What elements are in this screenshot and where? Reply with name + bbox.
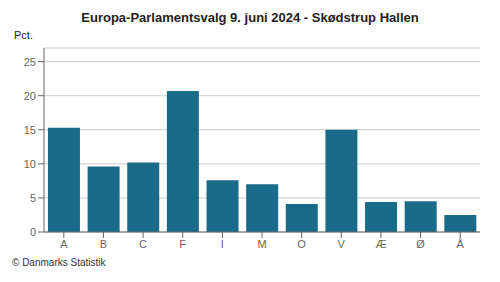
svg-text:0: 0	[30, 226, 36, 238]
svg-text:Ø: Ø	[416, 238, 425, 250]
svg-text:5: 5	[30, 192, 36, 204]
svg-text:Å: Å	[457, 238, 465, 250]
svg-text:C: C	[139, 238, 147, 250]
svg-text:B: B	[100, 238, 107, 250]
svg-text:A: A	[60, 238, 68, 250]
svg-text:I: I	[221, 238, 224, 250]
html-text:Pct.: Pct.	[14, 29, 33, 41]
svg-text:M: M	[257, 238, 266, 250]
html-text:Europa-Parlamentsvalg 9. juni: Europa-Parlamentsvalg 9. juni 2024 - Skø…	[81, 10, 419, 25]
html-text:© Danmarks Statistik: © Danmarks Statistik	[12, 257, 106, 268]
svg-text:25: 25	[24, 56, 36, 68]
svg-text:10: 10	[24, 158, 36, 170]
svg-text:15: 15	[24, 124, 36, 136]
svg-text:O: O	[297, 238, 306, 250]
svg-text:V: V	[338, 238, 346, 250]
svg-text:Æ: Æ	[375, 238, 386, 250]
svg-text:F: F	[179, 238, 186, 250]
svg-text:20: 20	[24, 90, 36, 102]
